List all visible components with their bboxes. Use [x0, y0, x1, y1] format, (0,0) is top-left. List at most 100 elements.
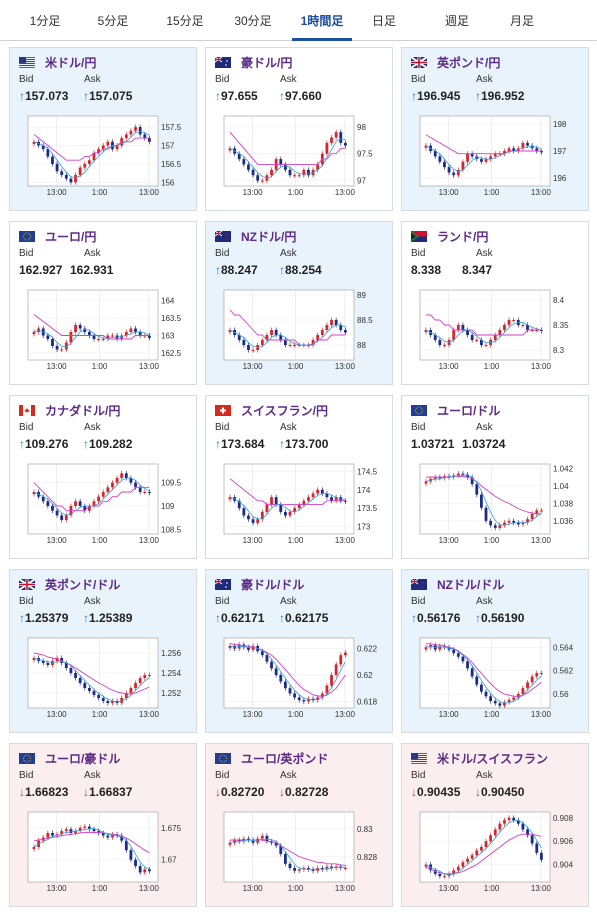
- candle-body: [530, 835, 534, 844]
- candle-body: [456, 325, 460, 330]
- currency-pair-name[interactable]: ユーロ/英ポンド: [241, 752, 329, 766]
- tab-0[interactable]: 1分足: [29, 14, 61, 28]
- rate-card[interactable]: NZドル/ドル Bid Ask ↑0.56176 ↑0.56190 13:00 1:00 13…: [401, 569, 589, 733]
- candle-body: [247, 838, 250, 840]
- rate-card[interactable]: スイスフラン/円 Bid Ask ↑173.684 ↑173.700 13:00 1:00 1…: [205, 395, 393, 559]
- price-chart[interactable]: 13:00 1:00 13:00 198 197 196: [412, 110, 580, 205]
- tab-2[interactable]: 15分足: [166, 14, 204, 28]
- price-chart[interactable]: 13:00 1:00 13:00 8.4 8.35 8.3: [412, 284, 580, 379]
- currency-pair-name[interactable]: NZドル/ドル: [437, 578, 505, 592]
- candle-body: [424, 481, 428, 484]
- tab-1[interactable]: 5分足: [97, 14, 129, 28]
- candle-body: [438, 646, 442, 650]
- rate-card[interactable]: ユーロ/豪ドル Bid Ask ↓1.66823 ↓1.66837 13:00 1:00 13…: [9, 743, 197, 907]
- price-chart[interactable]: 13:00 1:00 13:00 0.83 0.828: [216, 806, 384, 901]
- candle-body: [521, 325, 525, 326]
- y-tick-label: 0.906: [553, 837, 574, 846]
- candle-body: [283, 681, 287, 689]
- rate-card[interactable]: 米ドル/スイスフラン Bid Ask ↓0.90435 ↓0.90450 13:00 1:0…: [401, 743, 589, 907]
- short-moving-average-line: [229, 645, 346, 701]
- candle-body: [443, 345, 446, 346]
- candle-body: [143, 675, 147, 678]
- candle-body: [106, 335, 110, 339]
- candle-body: [334, 497, 338, 501]
- currency-pair-name[interactable]: 英ポンド/円: [437, 56, 501, 70]
- ask-value: ↑173.700: [279, 437, 328, 451]
- price-chart[interactable]: 13:00 1:00 13:00 0.564 0.562 0.56: [412, 632, 580, 727]
- price-chart[interactable]: 13:00 1:00 13:00 89 88.5 88: [216, 284, 384, 379]
- candle-body: [83, 506, 87, 511]
- price-chart[interactable]: 13:00 1:00 13:00 174.5 174 173.5 173: [216, 458, 384, 553]
- candle-body: [101, 698, 105, 701]
- candle-body: [307, 345, 310, 346]
- tab-6[interactable]: 週足: [444, 14, 469, 28]
- currency-pair-name[interactable]: 米ドル/円: [45, 56, 97, 70]
- tab-5[interactable]: 日足: [371, 14, 396, 28]
- candle-body: [83, 683, 87, 688]
- rate-card[interactable]: ユーロ/英ポンド Bid Ask ↓0.82720 ↓0.82728 13:00 1:00 1…: [205, 743, 393, 907]
- x-tick-label: 1:00: [92, 884, 108, 893]
- rate-card[interactable]: 米ドル/円 Bid Ask ↑157.073 ↑157.075 13:00 1:00 13:0…: [9, 47, 197, 211]
- candle-body: [316, 335, 320, 340]
- rate-card[interactable]: ユーロ/円 Bid Ask 162.927 162.931 13:00 1:00 13:00 1…: [9, 221, 197, 385]
- currency-pair-name[interactable]: ユーロ/円: [45, 230, 97, 244]
- price-chart[interactable]: 13:00 1:00 13:00 1.675 1.67: [20, 806, 188, 901]
- currency-pair-name[interactable]: ランド/円: [437, 230, 489, 244]
- rate-card[interactable]: 豪ドル/ドル Bid Ask ↑0.62171 ↑0.62175 13:00 1:00 13:…: [205, 569, 393, 733]
- candle-body: [489, 696, 493, 701]
- ask-value: ↑157.075: [83, 89, 132, 103]
- candle-body: [64, 342, 68, 350]
- currency-pair-name[interactable]: 英ポンド/ドル: [45, 578, 121, 592]
- short-moving-average-line: [229, 838, 346, 870]
- y-tick-label: 157.5: [161, 123, 182, 132]
- rate-card[interactable]: 豪ドル/円 Bid Ask ↑97.655 ↑97.660 13:00 1:00 13:00 9…: [205, 47, 393, 211]
- tab-3[interactable]: 30分足: [234, 14, 272, 28]
- rate-card[interactable]: ユーロ/ドル Bid Ask 1.03721 1.03724 13:00 1:00 13:00…: [401, 395, 589, 559]
- candle-body: [339, 132, 343, 143]
- currency-pair-name[interactable]: スイスフラン/円: [241, 404, 328, 418]
- candle-body: [330, 674, 333, 686]
- price-chart[interactable]: 13:00 1:00 13:00 0.622 0.62 0.618: [216, 632, 384, 727]
- candle-body: [539, 330, 543, 331]
- candle-body: [316, 697, 320, 701]
- currency-pair-name[interactable]: ユーロ/ドル: [437, 404, 501, 418]
- short-moving-average-line: [425, 820, 542, 876]
- tab-7[interactable]: 月足: [509, 14, 534, 28]
- candle-body: [512, 697, 516, 700]
- price-chart[interactable]: 13:00 1:00 13:00 164 163.5 163 162.5: [20, 284, 188, 379]
- price-chart[interactable]: 13:00 1:00 13:00 109.5 109 108.5: [20, 458, 188, 553]
- candle-body: [274, 330, 278, 335]
- currency-pair-name[interactable]: カナダドル/円: [45, 404, 121, 418]
- price-chart[interactable]: 13:00 1:00 13:00 157.5 157 156.5 156: [20, 110, 188, 205]
- x-tick-label: 1:00: [484, 188, 500, 197]
- rate-card[interactable]: 英ポンド/円 Bid Ask ↑196.945 ↑196.952 13:00 1:00 13:…: [401, 47, 589, 211]
- price-chart[interactable]: 13:00 1:00 13:00 1.042 1.04 1.038 1.036: [412, 458, 580, 553]
- rate-card[interactable]: ランド/円 Bid Ask 8.338 8.347 13:00 1:00 13:00 8.4 8.…: [401, 221, 589, 385]
- rate-card[interactable]: カナダドル/円 Bid Ask ↑109.276 ↑109.282 13:00 1:00 13…: [9, 395, 197, 559]
- candle-body: [475, 340, 479, 341]
- currency-pair-name[interactable]: 豪ドル/ドル: [241, 578, 305, 592]
- currency-pair-name[interactable]: NZドル/円: [241, 230, 297, 244]
- candle-body: [51, 339, 54, 346]
- currency-pair-name[interactable]: ユーロ/豪ドル: [45, 752, 121, 766]
- rate-card[interactable]: NZドル/円 Bid Ask ↑88.247 ↑88.254 13:00 1:00 13:00…: [205, 221, 393, 385]
- tab-4[interactable]: 1時間足: [292, 12, 352, 41]
- candle-body: [279, 674, 283, 682]
- currency-pair-name[interactable]: 米ドル/スイスフラン: [437, 752, 548, 766]
- candle-body: [115, 478, 119, 483]
- flag-icon: [215, 405, 231, 416]
- price-chart[interactable]: 13:00 1:00 13:00 1.256 1.254 1.252: [20, 632, 188, 727]
- currency-pair-name[interactable]: 豪ドル/円: [241, 56, 293, 70]
- candle-body: [339, 655, 343, 665]
- candle-body: [325, 493, 329, 498]
- arrow-up-icon: ↑: [215, 611, 221, 625]
- candle-body: [297, 869, 301, 871]
- arrow-down-icon: ↓: [475, 785, 481, 799]
- y-tick-label: 8.35: [553, 321, 569, 330]
- price-chart[interactable]: 13:00 1:00 13:00 98 97.5 97: [216, 110, 384, 205]
- rate-card[interactable]: 英ポンド/ドル Bid Ask ↑1.25379 ↑1.25389 13:00 1:00 13…: [9, 569, 197, 733]
- price-chart[interactable]: 13:00 1:00 13:00 0.908 0.906 0.904: [412, 806, 580, 901]
- y-tick-label: 88.5: [357, 316, 373, 325]
- candle-body: [51, 661, 54, 665]
- arrow-up-icon: ↑: [279, 437, 285, 451]
